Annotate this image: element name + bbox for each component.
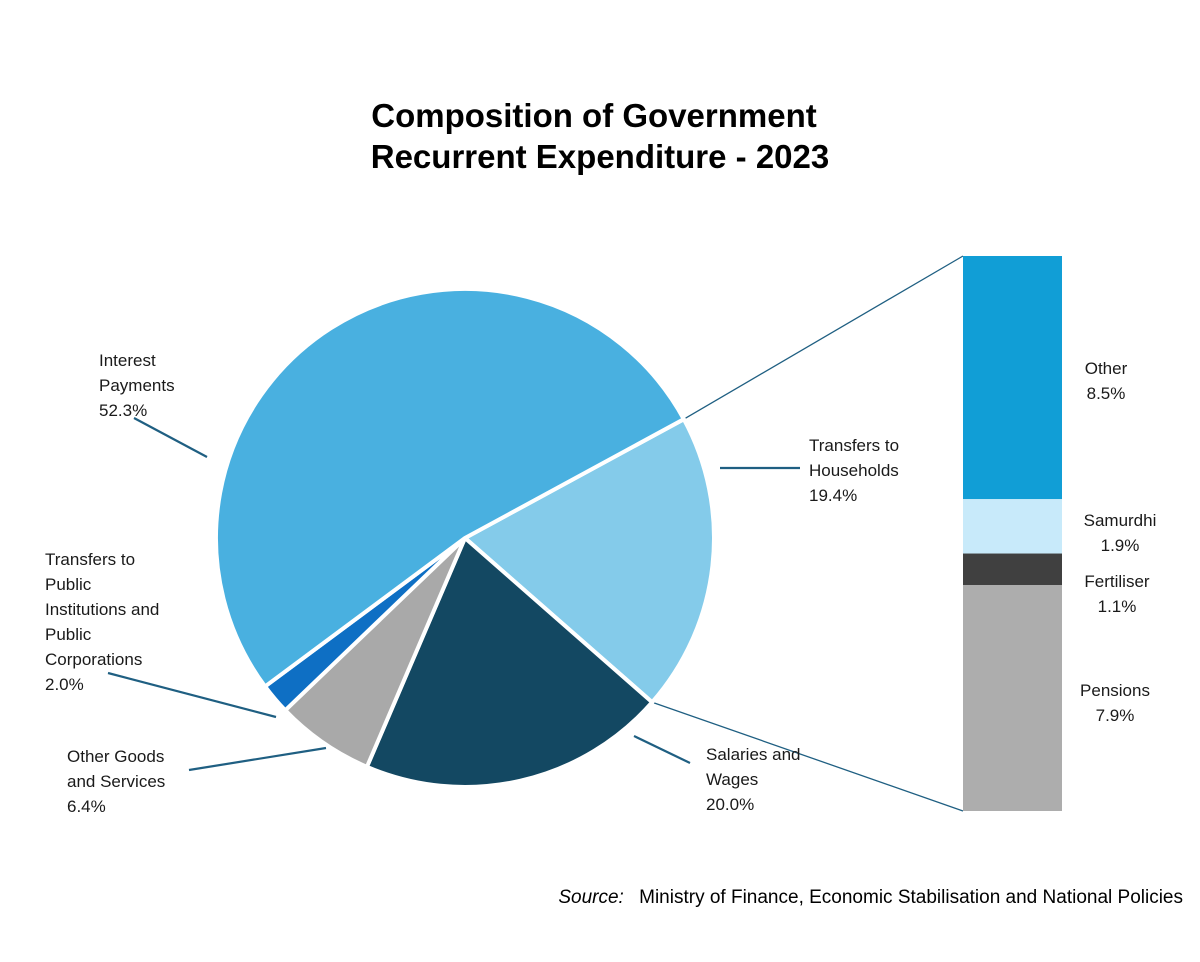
label-salaries: Salaries and Wages 20.0% (706, 745, 801, 814)
label-text-public: Transfers to (45, 550, 135, 569)
label-households: Transfers to Households 19.4% (809, 436, 899, 505)
label-value-other: 8.5% (1087, 384, 1126, 403)
source-text: Ministry of Finance, Economic Stabilisat… (639, 887, 1183, 908)
label-fertiliser: Fertiliser 1.1% (1084, 572, 1150, 616)
label-pensions: Pensions 7.9% (1080, 681, 1150, 725)
label-text-public: Public (45, 625, 92, 644)
bar-segment-pensions (963, 585, 1062, 811)
label-text-interest: Payments (99, 376, 175, 395)
label-value-interest: 52.3% (99, 401, 147, 420)
label-value-samurdhi: 1.9% (1101, 536, 1140, 555)
label-text-public: Institutions and (45, 600, 159, 619)
connector-top (684, 256, 963, 419)
chart-title-line-2: Recurrent Expenditure - 2023 (371, 138, 830, 175)
label-value-public: 2.0% (45, 675, 84, 694)
label-text-salaries: Salaries and (706, 745, 801, 764)
chart-title-line-1: Composition of Government (371, 97, 817, 134)
label-text-public: Corporations (45, 650, 142, 669)
label-samurdhi: Samurdhi 1.9% (1084, 511, 1157, 555)
bar-segment-other (963, 256, 1062, 499)
stacked-bar (963, 256, 1062, 811)
label-text-salaries: Wages (706, 770, 758, 789)
label-goods: Other Goods and Services 6.4% (67, 747, 165, 816)
leader-line-salaries (634, 736, 690, 763)
label-value-goods: 6.4% (67, 797, 106, 816)
label-text-samurdhi: Samurdhi (1084, 511, 1157, 530)
bar-segment-samurdhi (963, 499, 1062, 553)
label-text-households: Households (809, 461, 899, 480)
chart-figure: Composition of Government Recurrent Expe… (0, 0, 1200, 962)
label-value-pensions: 7.9% (1096, 706, 1135, 725)
label-public: Transfers to Public Institutions and Public… (45, 550, 159, 694)
label-value-households: 19.4% (809, 486, 857, 505)
leader-line-public (108, 673, 276, 717)
pie-chart (216, 289, 714, 787)
source-note: Source: Ministry of Finance, Economic St… (558, 887, 1183, 908)
label-text-goods: Other Goods (67, 747, 164, 766)
connector-bottom (652, 702, 963, 811)
bar-segment-fertiliser (963, 554, 1062, 585)
label-interest: Interest Payments 52.3% (99, 351, 175, 420)
leader-line-interest (134, 418, 207, 457)
label-text-pensions: Pensions (1080, 681, 1150, 700)
label-value-salaries: 20.0% (706, 795, 754, 814)
leader-line-goods (189, 748, 326, 770)
label-text-goods: and Services (67, 772, 165, 791)
label-other: Other 8.5% (1085, 359, 1128, 403)
label-text-public: Public (45, 575, 92, 594)
label-text-fertiliser: Fertiliser (1084, 572, 1150, 591)
label-text-other: Other (1085, 359, 1128, 378)
source-prefix: Source: (558, 887, 623, 908)
label-text-interest: Interest (99, 351, 156, 370)
label-text-households: Transfers to (809, 436, 899, 455)
label-value-fertiliser: 1.1% (1098, 597, 1137, 616)
